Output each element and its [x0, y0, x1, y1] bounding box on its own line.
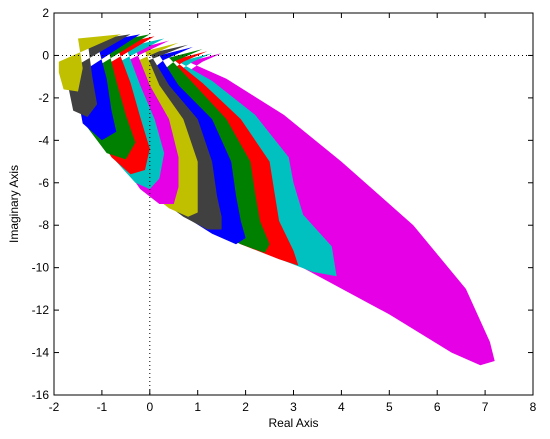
locus-band-13 [68, 34, 131, 118]
x-tick-label: 7 [482, 400, 489, 414]
y-tick-label: -16 [32, 388, 50, 402]
x-axis-ticks: -2 -1 0 1 2 3 4 5 6 7 8 [49, 13, 537, 414]
locus-band-14 [58, 34, 122, 92]
x-tick-label: -2 [49, 400, 60, 414]
x-tick-label: 3 [290, 400, 297, 414]
x-tick-label: 4 [338, 400, 345, 414]
y-tick-label: -2 [38, 91, 49, 105]
x-tick-label: -1 [97, 400, 108, 414]
x-tick-label: 6 [434, 400, 441, 414]
y-tick-label: -10 [32, 261, 50, 275]
y-tick-label: -8 [38, 218, 49, 232]
y-axis-label: Imaginary Axis [7, 165, 21, 243]
y-axis-ticks: 2 0 -2 -4 -6 -8 -10 -12 -14 -16 [32, 6, 533, 402]
y-tick-label: -4 [38, 133, 49, 147]
locus-band-12 [78, 34, 141, 141]
y-tick-label: -6 [38, 176, 49, 190]
y-tick-label: -14 [32, 346, 50, 360]
locus-bands [58, 34, 495, 366]
x-tick-label: 5 [386, 400, 393, 414]
x-tick-label: 2 [242, 400, 249, 414]
y-tick-label: -12 [32, 303, 50, 317]
x-tick-label: 1 [194, 400, 201, 414]
y-tick-label: 2 [42, 6, 49, 20]
x-axis-label: Real Axis [268, 416, 318, 430]
x-tick-label: 8 [530, 400, 537, 414]
y-tick-label: 0 [42, 48, 49, 62]
x-tick-label: 0 [146, 400, 153, 414]
